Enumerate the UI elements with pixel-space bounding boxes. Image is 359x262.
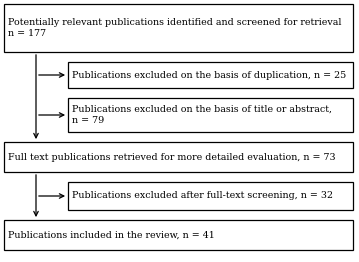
Bar xyxy=(68,98,353,132)
Bar xyxy=(4,220,353,250)
Text: Potentially relevant publications identified and screened for retrieval
n = 177: Potentially relevant publications identi… xyxy=(8,18,341,38)
Text: Publications excluded after full-text screening, n = 32: Publications excluded after full-text sc… xyxy=(72,192,333,200)
Bar xyxy=(68,62,353,88)
Text: Publications excluded on the basis of duplication, n = 25: Publications excluded on the basis of du… xyxy=(72,70,346,79)
Bar xyxy=(68,182,353,210)
Bar xyxy=(4,4,353,52)
Text: Full text publications retrieved for more detailed evaluation, n = 73: Full text publications retrieved for mor… xyxy=(8,152,336,161)
Bar xyxy=(4,142,353,172)
Text: Publications included in the review, n = 41: Publications included in the review, n =… xyxy=(8,231,215,239)
Text: Publications excluded on the basis of title or abstract,
n = 79: Publications excluded on the basis of ti… xyxy=(72,105,332,125)
